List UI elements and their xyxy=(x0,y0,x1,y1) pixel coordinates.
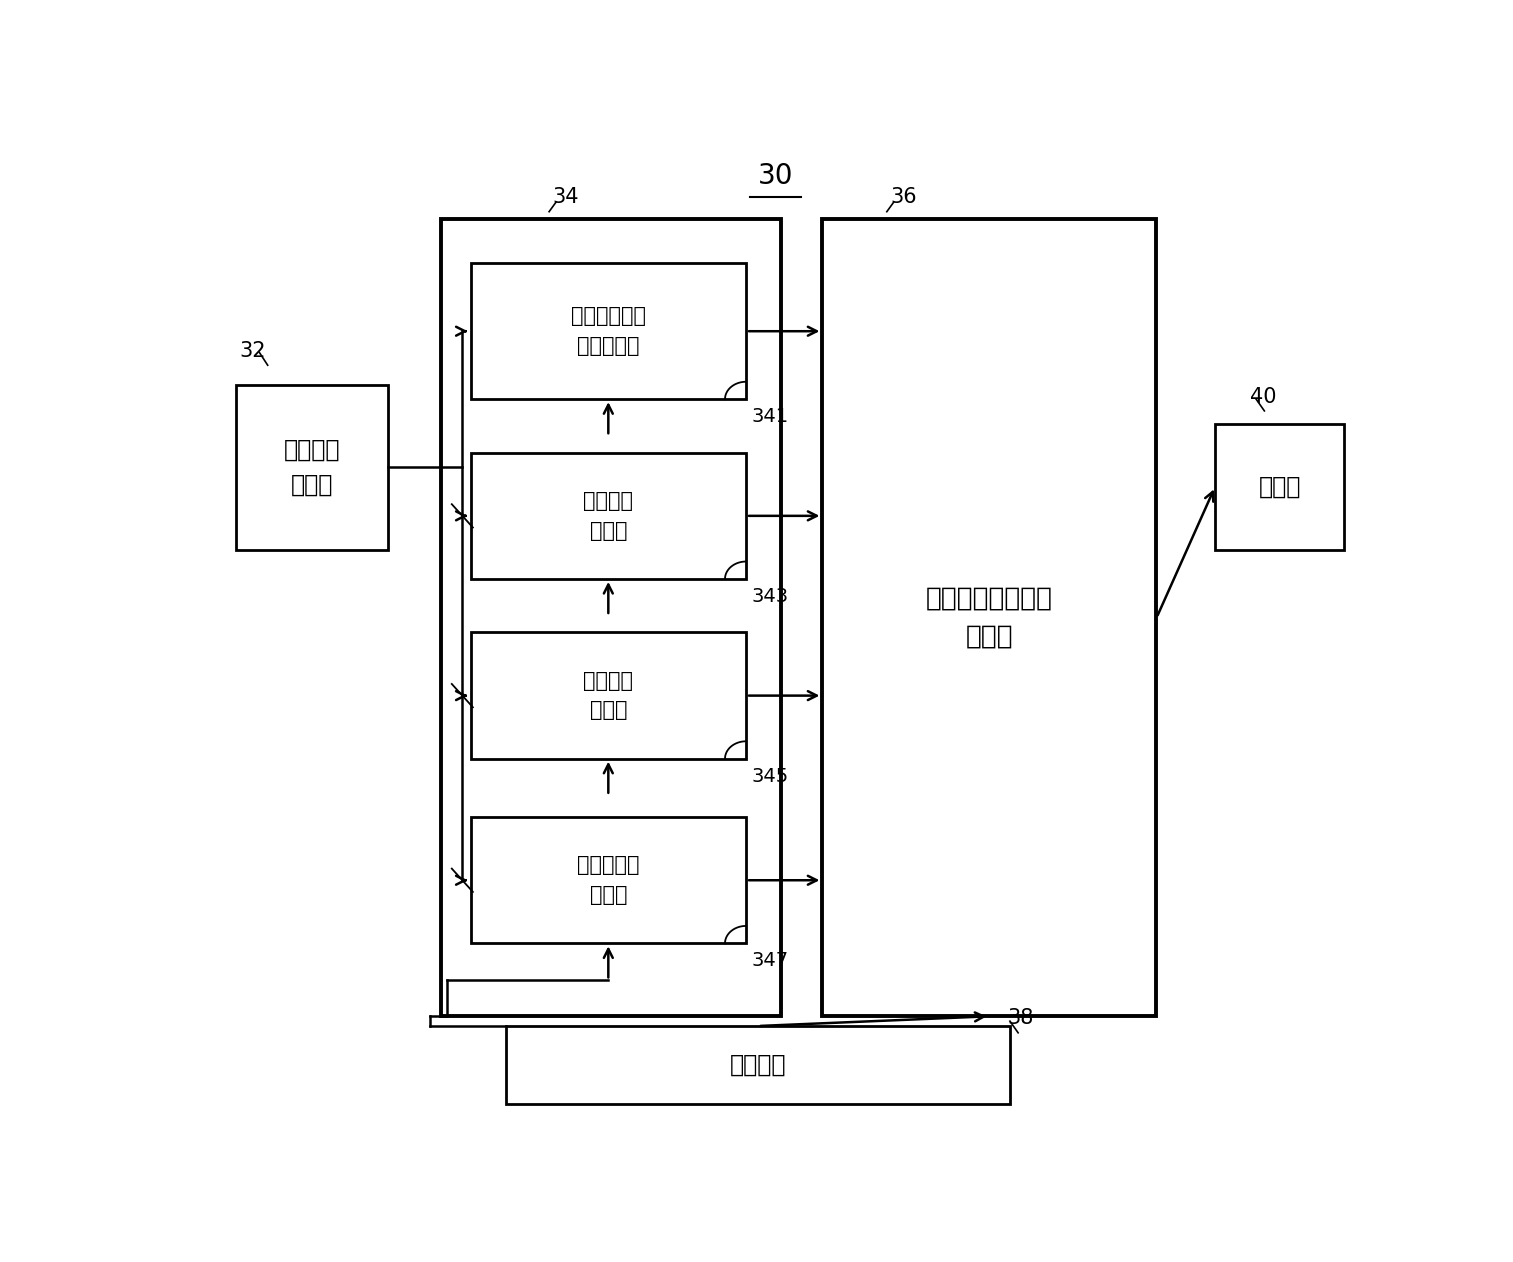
Text: 脉冲编码
调变器: 脉冲编码 调变器 xyxy=(284,438,340,497)
Bar xyxy=(823,220,1156,1016)
Text: 38: 38 xyxy=(1008,1008,1033,1029)
Bar xyxy=(471,817,746,944)
Text: 扬声器: 扬声器 xyxy=(1259,475,1301,498)
Text: 电压信号
控制器: 电压信号 控制器 xyxy=(584,671,634,721)
Text: 脉冲宽度调变
信号控制器: 脉冲宽度调变 信号控制器 xyxy=(570,307,646,356)
Text: 343: 343 xyxy=(752,587,790,606)
Text: 341: 341 xyxy=(752,408,790,427)
Bar xyxy=(236,385,389,550)
Bar xyxy=(1215,424,1344,550)
Text: 30: 30 xyxy=(758,162,793,189)
Bar xyxy=(471,264,746,399)
Text: 40: 40 xyxy=(1250,387,1277,408)
Text: 电流信号
控制器: 电流信号 控制器 xyxy=(584,491,634,540)
Text: 347: 347 xyxy=(752,952,790,970)
Bar xyxy=(442,220,781,1016)
Bar xyxy=(471,632,746,758)
Text: 345: 345 xyxy=(752,766,790,785)
Text: 重复率信号
控制器: 重复率信号 控制器 xyxy=(576,856,640,905)
Text: 36: 36 xyxy=(890,187,917,207)
Text: 32: 32 xyxy=(239,341,266,361)
Text: 34: 34 xyxy=(552,187,579,207)
Text: 主控制器: 主控制器 xyxy=(729,1053,787,1076)
Text: 多维脉冲宽度调变
驱动器: 多维脉冲宽度调变 驱动器 xyxy=(926,586,1053,650)
Bar xyxy=(471,453,746,579)
Bar xyxy=(505,1026,1011,1104)
